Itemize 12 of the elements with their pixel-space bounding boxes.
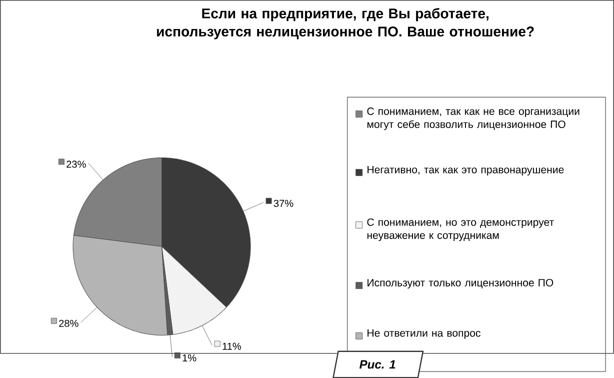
data-label: 37%	[274, 200, 294, 207]
data-label: 1%	[182, 354, 196, 362]
data-label: 23%	[66, 160, 86, 168]
data-label: 28%	[59, 320, 78, 327]
legend-label: С пониманием, но это демонстрирует неуважение к сотрудникам	[367, 218, 554, 241]
data-label: 11%	[222, 342, 241, 350]
legend-label: Используют только лицензионное ПО	[368, 278, 554, 288]
legend-label: С пониманием, так как не все организации могут себе позволить лицензионное ПО	[367, 107, 580, 130]
legend-label: Негативно, так как это правонарушение	[368, 166, 564, 176]
text: Рис. 1	[359, 360, 396, 369]
chart-title: Если на предприятие, где Вы работаете, используется нелицензионное ПО. Ваше отношение?	[157, 8, 534, 40]
legend-label: Не ответили на вопрос	[368, 329, 480, 339]
